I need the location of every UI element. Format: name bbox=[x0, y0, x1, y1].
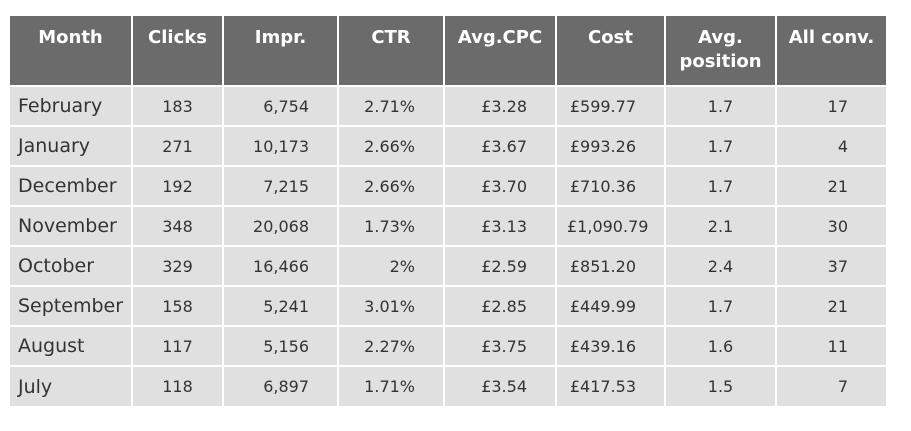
data-table: Month Clicks Impr. CTR Avg.CPC Cost Avg. posit… bbox=[10, 16, 886, 406]
table-cell: 2% bbox=[338, 245, 445, 286]
table-cell: 2.1 bbox=[665, 205, 777, 246]
table-cell: 1.5 bbox=[665, 365, 777, 406]
table-row: November 348 20,068 1.73% £3.13 £1,090.79 2.1 3… bbox=[10, 205, 886, 246]
table-cell: £3.28 bbox=[444, 85, 557, 126]
table-cell: August bbox=[10, 325, 133, 366]
table-cell: £599.77 bbox=[556, 85, 666, 126]
table-cell: 2.66% bbox=[338, 165, 445, 206]
table-row: September 158 5,241 3.01% £2.85 £449.99 1.7 21 bbox=[10, 285, 886, 326]
column-header: All conv. bbox=[776, 16, 886, 86]
table-cell: 11 bbox=[776, 325, 886, 366]
table-cell: £3.70 bbox=[444, 165, 557, 206]
table-cell: 16,466 bbox=[223, 245, 339, 286]
table-row: February 183 6,754 2.71% £3.28 £599.77 1.7 17 bbox=[10, 85, 886, 126]
table-cell: 7,215 bbox=[223, 165, 339, 206]
table-cell: 7 bbox=[776, 365, 886, 406]
table-cell: 5,241 bbox=[223, 285, 339, 326]
table-cell: £3.75 bbox=[444, 325, 557, 366]
table-cell: July bbox=[10, 365, 133, 406]
table-cell: 4 bbox=[776, 125, 886, 166]
table-cell: 118 bbox=[132, 365, 224, 406]
table-cell: 2.66% bbox=[338, 125, 445, 166]
table-cell: 37 bbox=[776, 245, 886, 286]
table-cell: December bbox=[10, 165, 133, 206]
table-body: February 183 6,754 2.71% £3.28 £599.77 1.7 17 Ja… bbox=[10, 85, 886, 406]
table-cell: £851.20 bbox=[556, 245, 666, 286]
table-cell: 2.71% bbox=[338, 85, 445, 126]
table-header: Month Clicks Impr. CTR Avg.CPC Cost Avg. posit… bbox=[10, 16, 886, 86]
table-cell: February bbox=[10, 85, 133, 126]
table-cell: November bbox=[10, 205, 133, 246]
table-cell: 1.7 bbox=[665, 125, 777, 166]
column-header: Avg.CPC bbox=[444, 16, 557, 86]
table-cell: £439.16 bbox=[556, 325, 666, 366]
table-cell: October bbox=[10, 245, 133, 286]
table-row: October 329 16,466 2% £2.59 £851.20 2.4 37 bbox=[10, 245, 886, 286]
column-header: Cost bbox=[556, 16, 666, 86]
table-cell: 1.7 bbox=[665, 285, 777, 326]
table-cell: £417.53 bbox=[556, 365, 666, 406]
table-cell: 30 bbox=[776, 205, 886, 246]
table-cell: 3.01% bbox=[338, 285, 445, 326]
table-cell: £449.99 bbox=[556, 285, 666, 326]
table-cell: £2.85 bbox=[444, 285, 557, 326]
table-row: August 117 5,156 2.27% £3.75 £439.16 1.6 11 bbox=[10, 325, 886, 366]
column-header: Clicks bbox=[132, 16, 224, 86]
table-cell: 17 bbox=[776, 85, 886, 126]
table-cell: 348 bbox=[132, 205, 224, 246]
table-cell: 1.73% bbox=[338, 205, 445, 246]
table-cell: 158 bbox=[132, 285, 224, 326]
table-cell: 1.7 bbox=[665, 165, 777, 206]
table-cell: January bbox=[10, 125, 133, 166]
table-cell: 271 bbox=[132, 125, 224, 166]
table-cell: £2.59 bbox=[444, 245, 557, 286]
table-cell: 2.4 bbox=[665, 245, 777, 286]
table-cell: 117 bbox=[132, 325, 224, 366]
table-cell: £3.67 bbox=[444, 125, 557, 166]
table-cell: £993.26 bbox=[556, 125, 666, 166]
header-row: Month Clicks Impr. CTR Avg.CPC Cost Avg. posit… bbox=[10, 16, 886, 86]
table-cell: 1.7 bbox=[665, 85, 777, 126]
table-row: December 192 7,215 2.66% £3.70 £710.36 1.7 21 bbox=[10, 165, 886, 206]
column-header: Month bbox=[10, 16, 133, 86]
table-cell: 5,156 bbox=[223, 325, 339, 366]
table-cell: 1.71% bbox=[338, 365, 445, 406]
table-cell: £3.13 bbox=[444, 205, 557, 246]
table-cell: 6,754 bbox=[223, 85, 339, 126]
table-cell: 10,173 bbox=[223, 125, 339, 166]
table-cell: £710.36 bbox=[556, 165, 666, 206]
column-header: Avg. position bbox=[665, 16, 777, 86]
table-cell: 20,068 bbox=[223, 205, 339, 246]
table-cell: £1,090.79 bbox=[556, 205, 666, 246]
table-cell: 21 bbox=[776, 285, 886, 326]
table-row: July 118 6,897 1.71% £3.54 £417.53 1.5 7 bbox=[10, 365, 886, 406]
column-header: CTR bbox=[338, 16, 445, 86]
table-cell: 2.27% bbox=[338, 325, 445, 366]
table-cell: 21 bbox=[776, 165, 886, 206]
table-cell: 329 bbox=[132, 245, 224, 286]
table-cell: 6,897 bbox=[223, 365, 339, 406]
table-cell: £3.54 bbox=[444, 365, 557, 406]
table-cell: 1.6 bbox=[665, 325, 777, 366]
table-cell: 192 bbox=[132, 165, 224, 206]
column-header: Impr. bbox=[223, 16, 339, 86]
table-cell: 183 bbox=[132, 85, 224, 126]
table-row: January 271 10,173 2.66% £3.67 £993.26 1.7 4 bbox=[10, 125, 886, 166]
table-cell: September bbox=[10, 285, 133, 326]
